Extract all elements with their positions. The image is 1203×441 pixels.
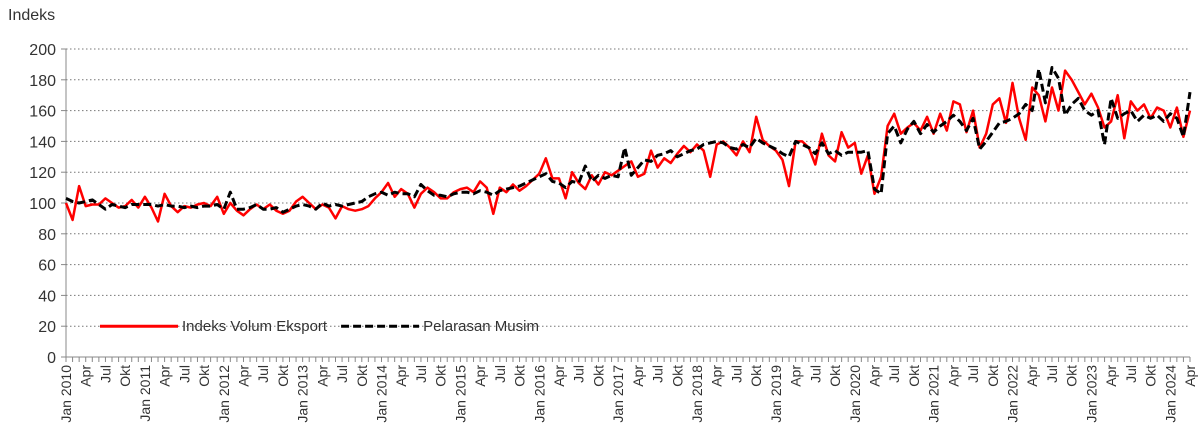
x-tick-label: Jul xyxy=(255,365,271,383)
x-tick-label: Jan 2021 xyxy=(926,365,942,423)
x-tick-label: Jul xyxy=(334,365,350,383)
x-tick-label: Apr xyxy=(393,365,409,387)
x-tick-label: Okt xyxy=(1064,365,1080,387)
y-axis-label: Indeks xyxy=(8,7,55,24)
x-tick-label: Apr xyxy=(709,365,725,387)
series-line xyxy=(65,66,1192,214)
x-tick-label: Okt xyxy=(985,365,1001,387)
x-tick-label: Apr xyxy=(630,365,646,387)
x-tick-label: Jan 2012 xyxy=(216,365,232,423)
y-tick-label: 40 xyxy=(38,288,56,305)
x-tick-label: Okt xyxy=(906,365,922,387)
x-tick-label: Apr xyxy=(1103,365,1119,387)
x-tick-label: Okt xyxy=(827,365,843,387)
y-tick-label: 140 xyxy=(29,134,56,151)
y-tick-label: 180 xyxy=(29,73,56,90)
x-tick-label: Jul xyxy=(886,365,902,383)
x-tick-label: Apr xyxy=(1024,365,1040,387)
x-tick-label: Apr xyxy=(314,365,330,387)
x-tick-label: Apr xyxy=(945,365,961,387)
x-tick-label: Jul xyxy=(807,365,823,383)
x-tick-label: Jul xyxy=(97,365,113,383)
x-tick-label: Jan 2022 xyxy=(1005,365,1021,423)
x-tick-label: Jan 2011 xyxy=(137,365,153,422)
x-tick-label: Apr xyxy=(866,365,882,387)
x-tick-label: Jan 2016 xyxy=(531,365,547,423)
x-tick-label: Jan 2010 xyxy=(58,365,74,423)
x-tick-label: Jan 2024 xyxy=(1162,365,1178,423)
y-tick-label: 80 xyxy=(38,227,56,244)
x-tick-label: Jul xyxy=(728,365,744,383)
y-tick-label: 120 xyxy=(29,165,56,182)
series-line xyxy=(64,69,1192,223)
x-tick-label: Apr xyxy=(788,365,804,387)
x-tick-label: Okt xyxy=(433,365,449,387)
legend-label: Pelarasan Musim xyxy=(423,318,539,335)
x-tick-label: Jan 2015 xyxy=(452,365,468,423)
x-tick-label: Jan 2018 xyxy=(689,365,705,423)
x-tick-label: Jul xyxy=(1044,365,1060,383)
x-tick-label: Apr xyxy=(551,365,567,387)
x-tick-label: Jul xyxy=(1123,365,1139,383)
legend-label: Indeks Volum Eksport xyxy=(182,318,328,335)
y-tick-label: 200 xyxy=(29,42,56,59)
x-tick-label: Jan 2013 xyxy=(295,365,311,423)
x-tick-label: Jan 2023 xyxy=(1083,365,1099,423)
x-tick-label: Apr xyxy=(1182,365,1198,387)
x-tick-label: Okt xyxy=(354,365,370,387)
x-tick-label: Jan 2014 xyxy=(374,365,390,423)
y-tick-label: 0 xyxy=(47,350,56,367)
x-tick-label: Okt xyxy=(669,365,685,387)
x-tick-label: Jan 2020 xyxy=(847,365,863,423)
x-tick-label: Jul xyxy=(571,365,587,383)
x-tick-label: Apr xyxy=(78,365,94,387)
x-tick-label: Jan 2017 xyxy=(610,365,626,423)
y-tick-label: 100 xyxy=(29,196,56,213)
x-tick-label: Jul xyxy=(492,365,508,383)
x-tick-label: Apr xyxy=(472,365,488,387)
x-tick-label: Jul xyxy=(965,365,981,383)
y-tick-label: 160 xyxy=(29,104,56,121)
x-tick-label: Apr xyxy=(235,365,251,387)
x-tick-label: Okt xyxy=(512,365,528,387)
x-tick-label: Jul xyxy=(176,365,192,383)
x-tick-label: Okt xyxy=(748,365,764,387)
x-tick-label: Okt xyxy=(117,365,133,387)
x-tick-label: Apr xyxy=(157,365,173,387)
x-tick-label: Jul xyxy=(413,365,429,383)
y-tick-label: 20 xyxy=(38,319,56,336)
x-tick-label: Jan 2019 xyxy=(768,365,784,423)
x-tick-label: Okt xyxy=(1143,365,1159,387)
y-tick-label: 60 xyxy=(38,258,56,275)
x-tick-label: Okt xyxy=(196,365,212,387)
x-tick-label: Jul xyxy=(650,365,666,383)
x-tick-label: Okt xyxy=(275,365,291,387)
x-tick-label: Okt xyxy=(590,365,606,387)
